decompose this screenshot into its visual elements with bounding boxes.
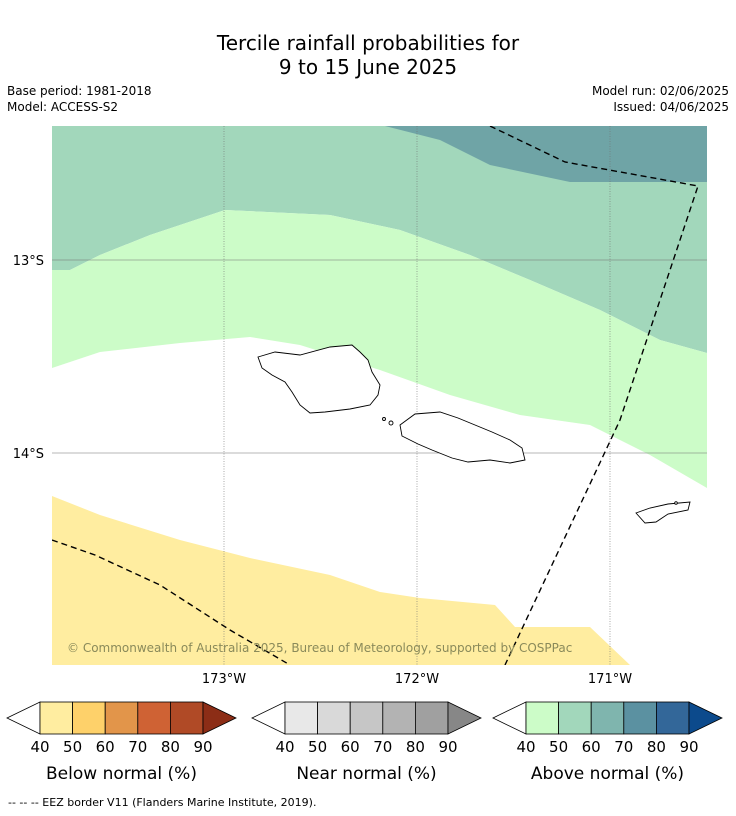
copyright-text: © Commonwealth of Australia 2025, Bureau… (67, 641, 572, 655)
colorbar-tick-label: 60 (341, 738, 360, 756)
colorbar-low-extend (6, 701, 41, 735)
colorbar-tick-label: 50 (549, 738, 568, 756)
colorbar-tick-label: 80 (161, 738, 180, 756)
colorbar-segment (414, 701, 449, 735)
savaii-island (257, 344, 381, 414)
colorbar-segment (590, 701, 625, 735)
colorbar-tick-label: 50 (63, 738, 82, 756)
colorbar-tick-label: 60 (582, 738, 601, 756)
eez-footnote: -- -- -- EEZ border V11 (Flanders Marine… (8, 796, 317, 809)
colorbar-tick-label: 70 (373, 738, 392, 756)
lon-label-172w: 172°W (395, 672, 439, 687)
above-normal-60-region (52, 126, 707, 353)
colorbar-tick-label: 90 (193, 738, 212, 756)
lon-label-173w: 173°W (202, 672, 246, 687)
below-normal-50-region (52, 496, 630, 665)
colorbar-tick-label: 60 (96, 738, 115, 756)
colorbar-tick-label: 80 (647, 738, 666, 756)
colorbar-segment (39, 701, 73, 735)
colorbar-low-extend (251, 701, 286, 735)
colorbar-segment (137, 701, 171, 735)
colorbar-tick-label: 80 (406, 738, 425, 756)
colorbar-tick-label: 40 (30, 738, 49, 756)
colorbar-tick-label: 50 (308, 738, 327, 756)
above-normal-70-region (385, 126, 707, 182)
lat-label-14s: 14°S (13, 447, 44, 462)
colorbar-tick-label: 40 (516, 738, 535, 756)
colorbar-tick-label: 90 (438, 738, 457, 756)
colorbar-title: Below normal (%) (46, 764, 197, 784)
colorbar-low-extend (492, 701, 527, 735)
tutuila-island (635, 501, 691, 524)
colorbar-segment (317, 701, 351, 735)
model-name: Model: ACCESS-S2 (7, 100, 119, 114)
colorbar-segment (284, 701, 318, 735)
lon-label-171w: 171°W (588, 672, 632, 687)
colorbar-high-extend (688, 701, 723, 735)
eez-border (52, 126, 699, 665)
issued-date: Issued: 04/06/2025 (613, 100, 729, 114)
colorbar-3: 40 50 60 70 80 90 Above normal (%) (492, 701, 723, 784)
colorbar-segment (558, 701, 592, 735)
islands (257, 344, 691, 524)
colorbar-segment (349, 701, 384, 735)
gridlines (52, 126, 707, 665)
title-line-2: 9 to 15 June 2025 (278, 55, 458, 79)
colorbar-segment (169, 701, 204, 735)
colorbar-tick-label: 90 (679, 738, 698, 756)
colorbar-high-extend (202, 701, 237, 735)
colorbar-tick-label: 70 (614, 738, 633, 756)
colorbar-title: Near normal (%) (296, 764, 436, 784)
colorbar-title: Above normal (%) (531, 764, 684, 784)
above-normal-50-region (52, 210, 707, 488)
map-area: © Commonwealth of Australia 2025, Bureau… (52, 126, 707, 665)
colorbar-high-extend (447, 701, 482, 735)
colorbar-segment (104, 701, 139, 735)
colorbars: 40 50 60 70 80 90 Below normal (%) 40 50 60 70 80 90… (6, 701, 723, 784)
base-period: Base period: 1981-2018 (7, 84, 152, 98)
colorbar-segment (72, 701, 106, 735)
colorbar-segment (656, 701, 690, 735)
model-run: Model run: 02/06/2025 (591, 84, 729, 98)
colorbar-1: 40 50 60 70 80 90 Below normal (%) (6, 701, 237, 784)
colorbar-tick-label: 70 (128, 738, 147, 756)
colorbar-segment (623, 701, 657, 735)
upolu-island (399, 411, 526, 464)
lat-label-13s: 13°S (13, 254, 44, 269)
title-line-1: Tercile rainfall probabilities for (216, 31, 520, 55)
colorbar-segment (525, 701, 559, 735)
colorbar-tick-label: 40 (275, 738, 294, 756)
colorbar-segment (382, 701, 416, 735)
